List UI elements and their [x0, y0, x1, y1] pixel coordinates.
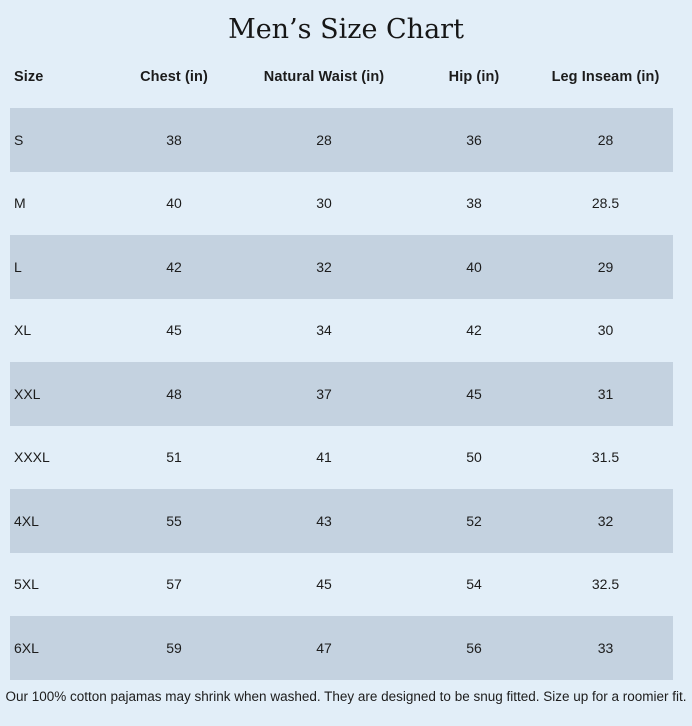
size-label: S: [14, 131, 24, 148]
measurement-value: 40: [466, 258, 482, 275]
measurement-value: 30: [316, 195, 332, 212]
size-label: 4XL: [14, 512, 39, 529]
measurement-value: 45: [166, 322, 182, 339]
measurement-value: 31.5: [591, 449, 620, 466]
column-header-waist: Natural Waist (in): [263, 69, 385, 85]
footnote-text: Our 100% cotton pajamas may shrink when …: [5, 689, 687, 704]
measurement-value: 28: [316, 131, 332, 148]
measurement-value: 34: [316, 322, 332, 339]
size-label: 5XL: [14, 576, 39, 593]
measurement-value: 32.5: [591, 576, 620, 593]
measurement-value: 38: [466, 195, 482, 212]
measurement-value: 50: [466, 449, 482, 466]
measurement-value: 29: [597, 258, 614, 275]
size-chart-table: Size Chest (in) Natural Waist (in) Hip (…: [10, 62, 673, 680]
measurement-value: 43: [316, 512, 332, 529]
measurement-value: 37: [316, 385, 332, 402]
size-label: XXL: [14, 385, 41, 402]
measurement-value: 28.5: [591, 195, 620, 212]
measurement-value: 38: [166, 131, 182, 148]
column-header-size: Size: [14, 69, 44, 85]
table-row: 5XL 57 45 54 32.5: [10, 553, 673, 617]
column-header-chest: Chest (in): [140, 69, 208, 85]
size-label: XXXL: [14, 449, 50, 466]
measurement-value: 28: [597, 131, 614, 148]
size-label: 6XL: [14, 639, 39, 656]
table-row: L 42 32 40 29: [10, 235, 673, 299]
table-body: S 38 28 36 28 M 40 30 38 28.5 L 42 32 40 29 XL 45 34 42 30 X…: [10, 108, 673, 680]
table-row: XL 45 34 42 30: [10, 299, 673, 363]
measurement-value: 54: [466, 576, 482, 593]
table-row: M 40 30 38 28.5: [10, 172, 673, 236]
measurement-value: 42: [166, 258, 182, 275]
measurement-value: 52: [466, 512, 482, 529]
measurement-value: 32: [597, 512, 614, 529]
measurement-value: 41: [316, 449, 332, 466]
table-row: XXXL 51 41 50 31.5: [10, 426, 673, 490]
size-label: L: [14, 258, 22, 275]
column-header-hip: Hip (in): [448, 69, 500, 85]
size-label: M: [14, 195, 26, 212]
measurement-value: 47: [316, 639, 332, 656]
measurement-value: 36: [466, 131, 482, 148]
table-row: S 38 28 36 28: [10, 108, 673, 172]
measurement-value: 56: [466, 639, 482, 656]
measurement-value: 59: [166, 639, 182, 656]
page-title: Men’s Size Chart: [228, 14, 464, 45]
measurement-value: 45: [316, 576, 332, 593]
measurement-value: 51: [166, 449, 182, 466]
measurement-value: 40: [166, 195, 182, 212]
measurement-value: 45: [466, 385, 482, 402]
table-row: XXL 48 37 45 31: [10, 362, 673, 426]
measurement-value: 42: [466, 322, 482, 339]
measurement-value: 55: [166, 512, 182, 529]
measurement-value: 32: [316, 258, 332, 275]
column-header-inseam: Leg Inseam (in): [551, 69, 660, 85]
measurement-value: 31: [597, 385, 614, 402]
size-label: XL: [14, 322, 32, 339]
measurement-value: 33: [597, 639, 614, 656]
measurement-value: 57: [166, 576, 182, 593]
measurement-value: 30: [597, 322, 614, 339]
table-header-row: Size Chest (in) Natural Waist (in) Hip (…: [10, 62, 673, 92]
measurement-value: 48: [166, 385, 182, 402]
table-row: 4XL 55 43 52 32: [10, 489, 673, 553]
table-row: 6XL 59 47 56 33: [10, 616, 673, 680]
